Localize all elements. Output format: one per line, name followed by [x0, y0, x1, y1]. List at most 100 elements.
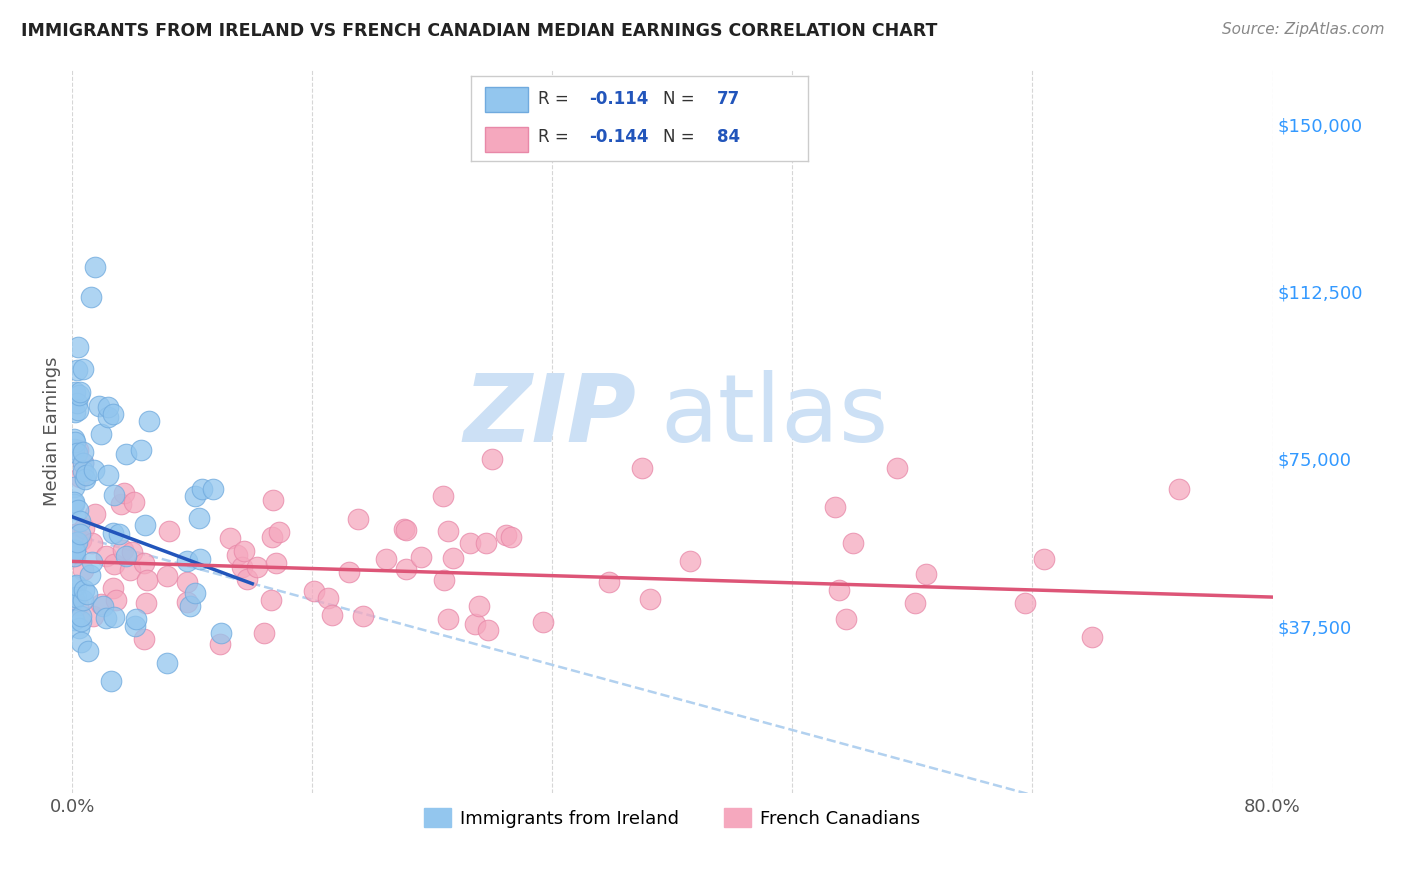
- Point: [266, 557, 288, 571]
- Point: [72, 592, 94, 607]
- Point: [62, 579, 84, 593]
- Point: [97, 410, 120, 425]
- Point: [70, 614, 93, 628]
- Point: [103, 488, 125, 502]
- Point: [69, 514, 91, 528]
- Text: IMMIGRANTS FROM IRELAND VS FRENCH CANADIAN MEDIAN EARNINGS CORRELATION CHART: IMMIGRANTS FROM IRELAND VS FRENCH CANADI…: [21, 22, 938, 40]
- Point: [156, 656, 179, 670]
- Point: [302, 584, 325, 599]
- Point: [374, 552, 396, 566]
- Point: [184, 586, 207, 600]
- Text: 84: 84: [717, 128, 741, 146]
- Point: [395, 523, 418, 537]
- Text: R =: R =: [538, 128, 575, 146]
- Point: [433, 574, 456, 588]
- Point: [67, 621, 90, 635]
- Point: [62, 497, 84, 511]
- Point: [138, 414, 160, 428]
- Point: [80, 536, 103, 550]
- Point: [67, 340, 90, 354]
- Point: [108, 527, 131, 541]
- Point: [89, 399, 111, 413]
- Point: [66, 403, 89, 417]
- Point: [262, 530, 284, 544]
- Point: [395, 562, 418, 576]
- Point: [72, 361, 94, 376]
- Point: [188, 552, 211, 566]
- Point: [65, 534, 87, 549]
- Point: [73, 521, 96, 535]
- Point: [76, 587, 98, 601]
- Point: [67, 442, 90, 457]
- Point: [262, 493, 284, 508]
- Point: [481, 451, 503, 466]
- Point: [70, 533, 93, 548]
- Point: [63, 435, 86, 450]
- Point: [437, 524, 460, 539]
- Point: [468, 599, 491, 613]
- Point: [337, 565, 360, 579]
- Point: [66, 503, 89, 517]
- Point: [65, 446, 87, 460]
- Point: [114, 549, 136, 563]
- Point: [125, 612, 148, 626]
- Point: [90, 597, 112, 611]
- Point: [1081, 630, 1104, 644]
- Point: [121, 544, 143, 558]
- Point: [69, 469, 91, 483]
- Point: [75, 468, 97, 483]
- Point: [828, 582, 851, 597]
- Point: [63, 495, 86, 509]
- Point: [80, 290, 103, 304]
- Point: [437, 612, 460, 626]
- Point: [914, 567, 936, 582]
- Point: [135, 595, 157, 609]
- Point: [640, 592, 662, 607]
- Point: [411, 550, 433, 565]
- Text: -0.144: -0.144: [589, 128, 648, 146]
- Point: [129, 443, 152, 458]
- Point: [62, 543, 84, 558]
- Point: [134, 517, 156, 532]
- Point: [352, 609, 374, 624]
- Point: [678, 554, 700, 568]
- Point: [321, 607, 343, 622]
- Point: [501, 530, 523, 544]
- Point: [112, 486, 135, 500]
- Text: R =: R =: [538, 90, 575, 108]
- Text: N =: N =: [664, 128, 700, 146]
- Point: [65, 578, 87, 592]
- Point: [477, 623, 499, 637]
- Point: [824, 500, 846, 514]
- Point: [201, 482, 224, 496]
- Point: [63, 592, 86, 607]
- Point: [209, 637, 232, 651]
- Point: [63, 385, 86, 400]
- Point: [94, 549, 117, 564]
- Point: [1014, 596, 1036, 610]
- Point: [886, 460, 908, 475]
- Point: [260, 593, 283, 607]
- Point: [316, 591, 339, 605]
- Point: [62, 549, 84, 563]
- Point: [246, 560, 269, 574]
- Point: [132, 632, 155, 647]
- Point: [72, 456, 94, 470]
- Point: [72, 456, 94, 470]
- Point: [80, 555, 103, 569]
- Point: [176, 595, 198, 609]
- Point: [1032, 552, 1054, 566]
- Point: [347, 512, 370, 526]
- Point: [1168, 482, 1191, 496]
- Point: [392, 522, 415, 536]
- Point: [79, 568, 101, 582]
- Point: [103, 610, 125, 624]
- Point: [111, 543, 134, 558]
- Point: [253, 626, 276, 640]
- Point: [903, 596, 925, 610]
- FancyBboxPatch shape: [485, 127, 529, 152]
- Text: -0.114: -0.114: [589, 90, 648, 108]
- Point: [90, 427, 112, 442]
- Point: [115, 447, 138, 461]
- Point: [432, 489, 454, 503]
